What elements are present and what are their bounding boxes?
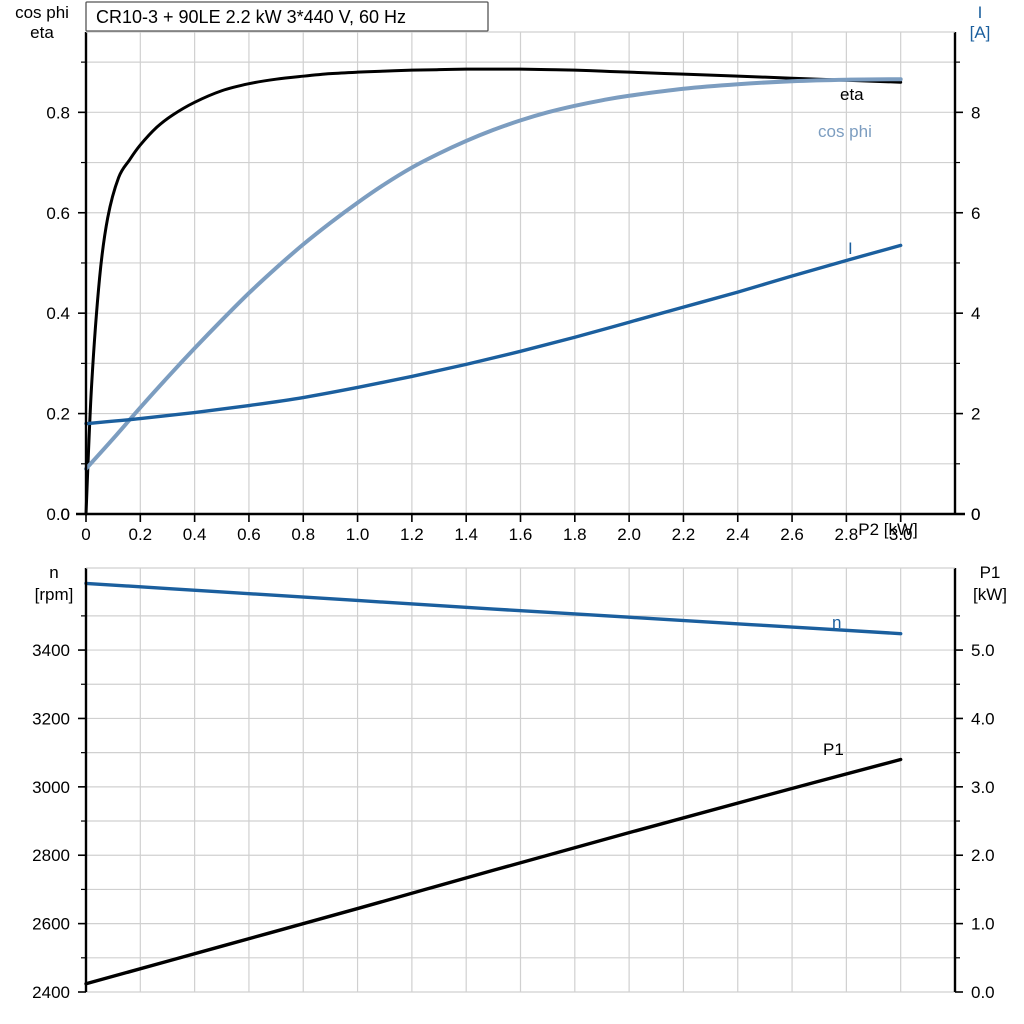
x-tick-label: 2.4 [726,525,750,544]
y-tick-label: 2400 [32,983,70,1002]
curve-label-current: I [848,239,853,258]
x-tick-label: 2.2 [672,525,696,544]
y2-tick-label: 0.0 [971,983,995,1002]
y-tick-label: 3200 [32,709,70,728]
x-tick-label: 1.4 [454,525,478,544]
y2-tick-label: 8 [971,103,980,122]
curve-cos_phi [84,77,903,471]
top-left-axis-title-line1: cos phi [15,3,69,22]
bottom-left-axis-title-line1: n [49,563,58,582]
y2-tick-label: 5.0 [971,641,995,660]
top-right-axis-title-line1: I [978,3,983,22]
curve-label-speed: n [832,613,841,632]
x-tick-label: 0.2 [128,525,152,544]
curve-p1 [84,757,903,986]
x-tick-label: 0.6 [237,525,261,544]
bottom-chart-frame [84,567,957,992]
top-chart: 0.0 0.2 0.4 0.6 0.8 0 2 4 6 8 0 0.2 0.4 0.6 0.8 1.0 1.2 1… [15,1,991,544]
top-left-axis-title-line2: eta [30,23,54,42]
x-tick-label: 0.8 [291,525,315,544]
top-chart-gridlines [85,32,956,515]
bottom-chart-gridlines [85,568,956,993]
x-tick-label: 2.6 [780,525,804,544]
bottom-right-axis-title-line2: [kW] [973,585,1007,604]
y-tick-label: 2800 [32,846,70,865]
y-tick-label: 0.0 [46,505,70,524]
y2-tick-label: 6 [971,204,980,223]
y2-tick-label: 0 [971,505,980,524]
y-tick-label: 0.6 [46,204,70,223]
bottom-chart-ticks [78,615,963,993]
x-tick-label: 1.2 [400,525,424,544]
x-tick-label: 0 [81,525,90,544]
x-axis-end-zero: 0 [61,505,70,524]
x-tick-label: 1.8 [563,525,587,544]
y2-tick-label: 3.0 [971,778,995,797]
bottom-left-axis-title-line2: [rpm] [35,585,74,604]
y2-tick-label: 2.0 [971,846,995,865]
top-right-axis-title-line2: [A] [970,23,991,42]
curve-eta [84,67,903,516]
x-tick-label: 0.4 [183,525,207,544]
top-chart-ticks [78,61,963,522]
bottom-chart-tick-labels: 2400 2600 2800 3000 3200 3400 0.0 1.0 2.0 3.0 4.0 5… [32,641,994,1002]
y-tick-label: 0.8 [46,103,70,122]
curve-label-cos-phi: cos phi [818,122,872,141]
x-axis-end-zero: 0 [971,505,980,524]
x-tick-label: 1.0 [346,525,370,544]
y2-tick-label: 1.0 [971,915,995,934]
top-chart-tick-labels: 0.0 0.2 0.4 0.6 0.8 0 2 4 6 8 0 0.2 0.4 0.6 0.8 1.0 1.2 1… [46,103,980,544]
x-tick-label: 2.8 [835,525,859,544]
curve-current [84,243,903,426]
y-tick-label: 0.4 [46,304,70,323]
top-chart-curves [84,67,903,516]
x-tick-label: 1.6 [509,525,533,544]
bottom-right-axis-title-line1: P1 [980,563,1001,582]
chart-title-text: CR10-3 + 90LE 2.2 kW 3*440 V, 60 Hz [96,7,406,27]
x-tick-label: 3.0 [889,525,913,544]
y2-tick-label: 2 [971,405,980,424]
curve-label-eta: eta [840,85,864,104]
y2-tick-label: 4 [971,304,980,323]
y-tick-label: 0.2 [46,405,70,424]
curve-label-p1: P1 [823,740,844,759]
y2-tick-label: 4.0 [971,709,995,728]
top-x-axis-title: P2 [kW] [858,520,918,539]
y-tick-label: 3400 [32,641,70,660]
chart-title-box [85,1,489,32]
y-tick-label: 2600 [32,915,70,934]
bottom-chart: 2400 2600 2800 3000 3200 3400 0.0 1.0 2.0 3.0 4.0 5… [32,563,1007,1002]
y-tick-label: 3000 [32,778,70,797]
bottom-chart-curves [84,581,903,986]
curve-speed [84,581,903,636]
x-tick-label: 2.0 [617,525,641,544]
